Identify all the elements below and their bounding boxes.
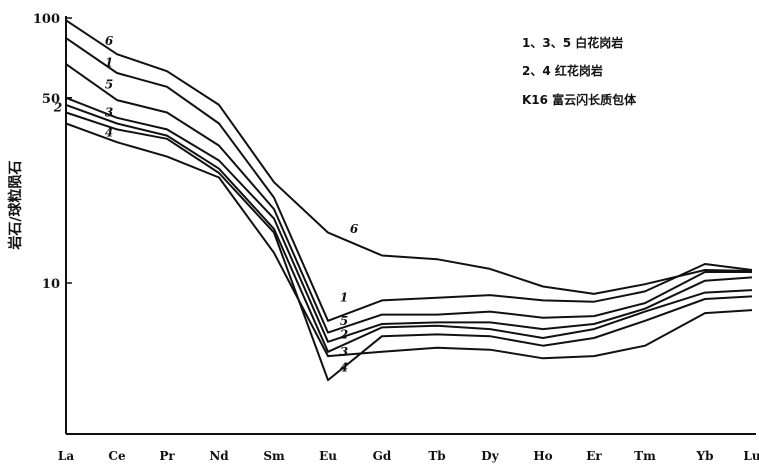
series-line-4 [65, 111, 753, 382]
series-label: 2 [53, 100, 62, 114]
x-tick-label: La [58, 449, 74, 463]
series-line-1 [65, 37, 753, 322]
x-tick-label: Sm [263, 449, 285, 463]
series-label: 6 [350, 222, 359, 236]
series-labels: 6 6 1 1 5 5 3 3 2 2 4 4 [53, 34, 359, 375]
series-label: 3 [340, 345, 348, 359]
x-tick-label: Yb [696, 449, 714, 463]
series-line-2 [65, 103, 753, 353]
series-label: 3 [105, 105, 113, 119]
x-tick-label: Ce [108, 449, 126, 463]
x-tick-label: Lu [743, 449, 759, 463]
x-tick-label: Tb [428, 449, 445, 463]
series-label: 1 [105, 55, 113, 69]
x-tick-labels: La Ce Pr Nd Sm Eu Gd Tb Dy Ho Er Tm Yb Lu [58, 449, 759, 463]
legend: 1、3、5 白花岗岩 2、4 红花岗岩 K16 富云闪长质包体 [522, 35, 637, 107]
x-tick-label: Er [586, 449, 602, 463]
series-line-6 [65, 19, 753, 295]
y-tick-label: 100 [33, 12, 60, 27]
y-tick-labels: 100 50 10 [33, 12, 72, 292]
series-label: 2 [339, 327, 348, 341]
axes [65, 16, 756, 435]
legend-entry-red-granite: 2、4 红花岗岩 [522, 63, 603, 78]
series-label: 1 [340, 291, 348, 305]
series-label: 4 [340, 360, 348, 374]
y-axis-label: 岩石/球粒陨石 [7, 160, 24, 250]
x-tick-label: Pr [159, 449, 175, 463]
legend-entry-white-granite: 1、3、5 白花岗岩 [522, 35, 623, 50]
series-label: 5 [105, 78, 113, 92]
y-tick-label: 10 [42, 277, 60, 292]
series-lines [65, 19, 753, 382]
legend-entry-k16-enclave: K16 富云闪长质包体 [522, 92, 637, 107]
series-label: 5 [340, 314, 348, 328]
series-label: 4 [105, 125, 113, 139]
x-tick-label: Gd [373, 449, 392, 463]
x-tick-label: Tm [634, 449, 656, 463]
x-tick-label: Dy [481, 449, 499, 463]
series-line-5 [65, 63, 752, 334]
x-tick-label: Nd [209, 449, 229, 463]
x-tick-label: Ho [533, 449, 552, 463]
y-tick-label: 50 [42, 92, 60, 107]
series-line-k16 [65, 122, 753, 360]
series-label: 6 [105, 34, 114, 48]
x-tick-label: Eu [319, 449, 337, 463]
series-line-3 [65, 96, 753, 343]
